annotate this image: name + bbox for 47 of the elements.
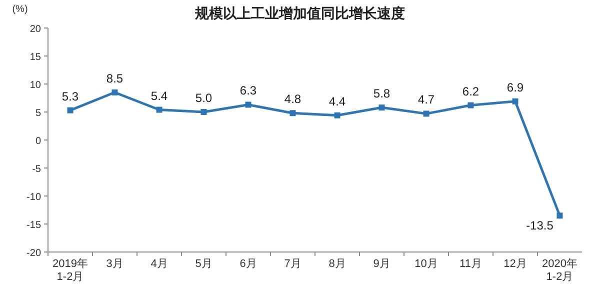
y-tick-label: 15 bbox=[30, 52, 42, 63]
x-tick-label: 4月 bbox=[150, 258, 168, 270]
x-tick-label: 2019年 1-2月 bbox=[52, 258, 88, 283]
x-tick-label: 6月 bbox=[240, 258, 257, 270]
text: 4.8 bbox=[284, 92, 302, 106]
point bbox=[290, 110, 296, 116]
y-tick-label: -10 bbox=[26, 192, 42, 203]
text: 6.3 bbox=[240, 84, 257, 98]
point bbox=[156, 106, 162, 113]
y-tick-label: 10 bbox=[30, 80, 42, 91]
point bbox=[334, 112, 340, 118]
y-tick-label: 20 bbox=[30, 24, 42, 35]
x-tick-label: 10月 bbox=[414, 258, 438, 270]
x-tick-label: 8月 bbox=[328, 258, 346, 270]
text: 8.5 bbox=[106, 71, 124, 86]
text: 5.3 bbox=[62, 89, 79, 104]
y-tick-label: 0 bbox=[35, 136, 42, 147]
point bbox=[378, 104, 385, 111]
y-axis-title: (%) bbox=[12, 4, 28, 15]
y-tick-label: -20 bbox=[26, 248, 42, 259]
point bbox=[245, 102, 252, 108]
text: -13.5 bbox=[526, 218, 554, 233]
text: 5.8 bbox=[373, 86, 390, 101]
point bbox=[468, 102, 474, 108]
point bbox=[200, 109, 207, 115]
x-tick-label: 7月 bbox=[284, 258, 302, 270]
y-tick-label: -15 bbox=[26, 220, 42, 231]
y-tick-label: -5 bbox=[32, 164, 42, 175]
point bbox=[512, 98, 518, 104]
x-tick-label: 3月 bbox=[106, 258, 124, 270]
text: 5.4 bbox=[150, 88, 168, 103]
text: 6.2 bbox=[462, 84, 480, 98]
x-tick-label: 9月 bbox=[373, 258, 390, 270]
chart-title: 规模以上工业增加值同比增长速度 bbox=[194, 5, 405, 21]
text: 4.7 bbox=[418, 92, 435, 107]
text: 6.9 bbox=[506, 80, 524, 94]
y-tick-label: 5 bbox=[35, 108, 42, 119]
point bbox=[556, 212, 563, 219]
x-tick-label: 5月 bbox=[195, 258, 212, 270]
text: 4.4 bbox=[328, 94, 346, 108]
text: 5.0 bbox=[195, 91, 212, 105]
x-tick-label: 12月 bbox=[504, 258, 527, 270]
x-tick-label: 11月 bbox=[460, 258, 482, 270]
point bbox=[112, 89, 118, 96]
point bbox=[423, 110, 430, 117]
point bbox=[67, 107, 74, 114]
x-tick-label: 2020年 1-2月 bbox=[542, 258, 578, 283]
